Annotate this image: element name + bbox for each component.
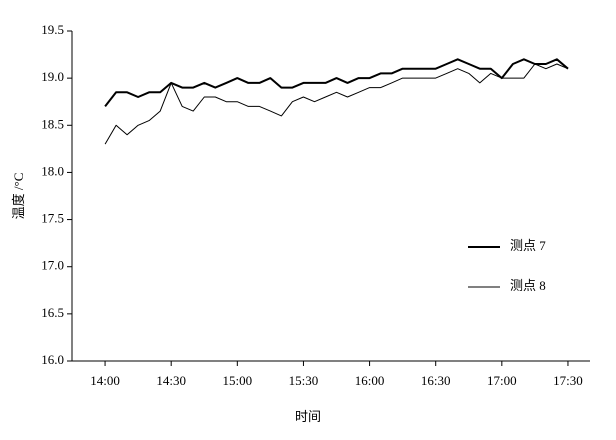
series-line	[104, 63, 569, 145]
legend-label: 测点 8	[510, 278, 546, 293]
x-tick-label: 17:00	[487, 373, 517, 388]
series-line	[104, 58, 569, 108]
x-tick-label: 17:30	[553, 373, 583, 388]
x-axis-label: 时间	[295, 409, 321, 424]
x-tick-label: 16:00	[355, 373, 385, 388]
y-axis-label: 温度 /°C	[11, 173, 26, 220]
x-tick-label: 15:00	[223, 373, 253, 388]
y-tick-label: 17.0	[41, 258, 64, 273]
y-tick-label: 18.5	[41, 116, 64, 131]
x-tick-label: 14:00	[90, 373, 120, 388]
x-tick-label: 14:30	[156, 373, 186, 388]
y-tick-label: 19.0	[41, 69, 64, 84]
y-tick-label: 16.5	[41, 305, 64, 320]
x-tick-label: 16:30	[421, 373, 451, 388]
legend-label: 测点 7	[510, 238, 546, 253]
y-tick-label: 17.5	[41, 211, 64, 226]
y-tick-label: 16.0	[41, 352, 64, 367]
y-tick-label: 18.0	[41, 163, 64, 178]
x-tick-label: 15:30	[289, 373, 319, 388]
y-tick-label: 19.5	[41, 22, 64, 37]
